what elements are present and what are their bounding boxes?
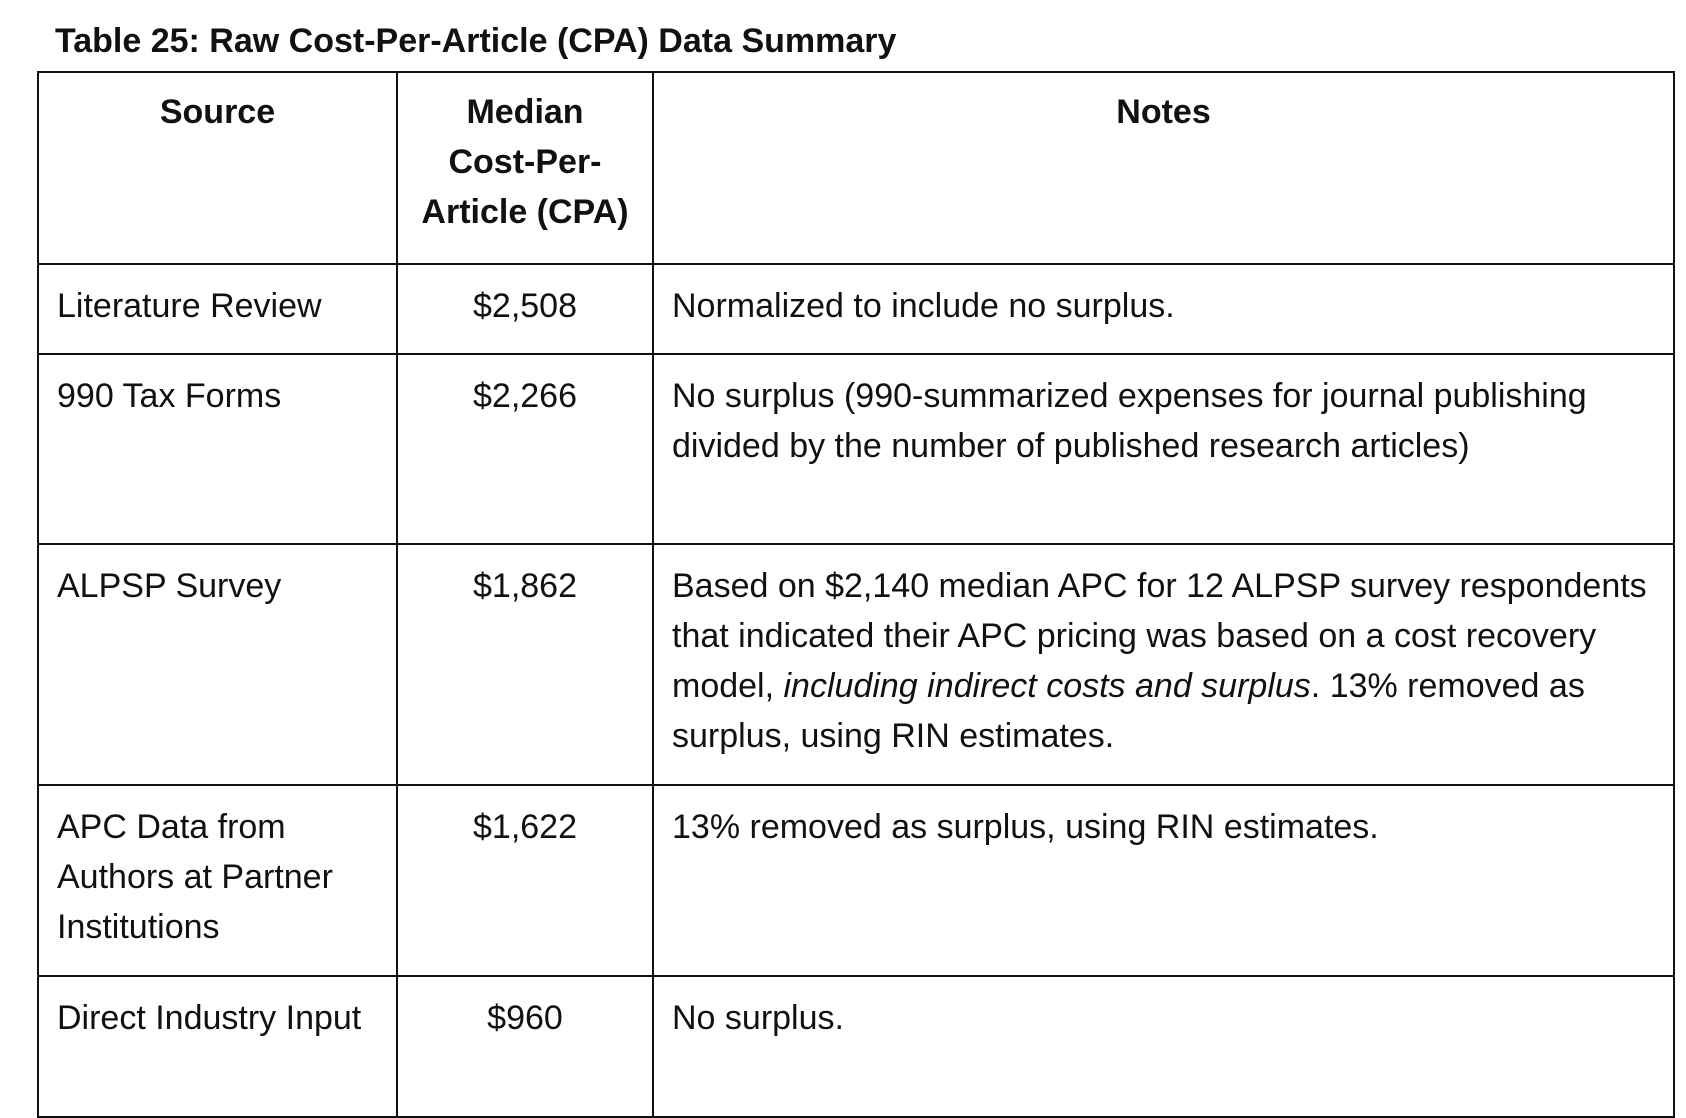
header-median-line3: Article (CPA)	[421, 193, 629, 231]
row-notes: Normalized to include no surplus.	[652, 263, 1675, 355]
table-row: Direct Industry Input $960 No surplus.	[37, 975, 1675, 1118]
row-source: Direct Industry Input	[37, 975, 398, 1118]
row-notes: No surplus.	[652, 975, 1675, 1118]
notes-text-part2: . 13% removed as surplus, using RIN esti…	[672, 667, 1585, 755]
header-notes: Notes	[652, 71, 1675, 265]
row-median: $1,622	[396, 784, 654, 977]
row-median: $2,508	[396, 263, 654, 355]
row-median: $960	[396, 975, 654, 1118]
table-row: 990 Tax Forms $2,266 No surplus (990-sum…	[37, 353, 1675, 545]
table-header-row: Source Median Cost-Per- Article (CPA) No…	[37, 71, 1675, 265]
row-median: $2,266	[396, 353, 654, 545]
table-row: APC Data from Authors at Partner Institu…	[37, 784, 1675, 977]
header-median-line1: Median	[466, 93, 584, 131]
table-row: Literature Review $2,508 Normalized to i…	[37, 263, 1675, 355]
notes-text-part1: Based on $2,140 median APC for 12 ALPSP …	[672, 567, 1647, 705]
row-source: 990 Tax Forms	[37, 353, 398, 545]
row-source: APC Data from Authors at Partner Institu…	[37, 784, 398, 977]
table-row: ALPSP Survey $1,862 Based on $2,140 medi…	[37, 543, 1675, 786]
header-median-cpa: Median Cost-Per- Article (CPA)	[396, 71, 654, 265]
row-source: Literature Review	[37, 263, 398, 355]
row-notes: Based on $2,140 median APC for 12 ALPSP …	[652, 543, 1675, 786]
row-notes: No surplus (990-summarized expenses for …	[652, 353, 1675, 545]
row-source: ALPSP Survey	[37, 543, 398, 786]
row-median: $1,862	[396, 543, 654, 786]
notes-text-italic: including indirect costs and surplus	[783, 667, 1311, 705]
table-caption: Table 25: Raw Cost-Per-Article (CPA) Dat…	[55, 22, 897, 60]
cpa-data-table: Source Median Cost-Per- Article (CPA) No…	[37, 71, 1675, 1118]
row-notes: 13% removed as surplus, using RIN estima…	[652, 784, 1675, 977]
header-median-line2: Cost-Per-	[448, 143, 602, 181]
header-source: Source	[37, 71, 398, 265]
